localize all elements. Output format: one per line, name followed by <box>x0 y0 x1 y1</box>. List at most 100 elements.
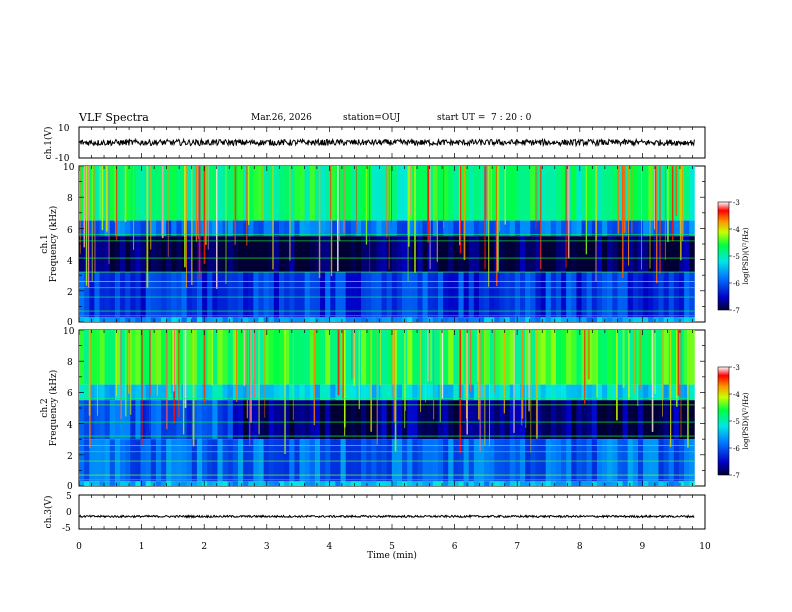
spectrogram-cell <box>596 400 603 440</box>
spectrogram-cell <box>386 317 393 322</box>
x-tick-label: 1 <box>139 542 145 552</box>
spectrogram-cell <box>658 166 664 221</box>
spectrogram-cell <box>273 384 280 401</box>
spectrogram-cell <box>525 384 531 401</box>
spectrogram-cell <box>448 220 454 237</box>
spectrogram-cell <box>314 384 321 401</box>
spectrogram-cell <box>320 439 326 482</box>
spectrogram-cell <box>350 439 357 482</box>
spectrogram-cell <box>494 439 500 482</box>
spectrogram-cell <box>432 317 439 322</box>
spectrogram-cell <box>473 166 480 221</box>
spectrogram-cell <box>237 166 244 221</box>
spectrogram-cell <box>355 317 362 322</box>
spectrogram-cell <box>273 220 280 237</box>
spectrogram-cell <box>181 439 188 482</box>
spectrogram-cell <box>550 317 557 322</box>
spectrogram-cell <box>509 220 516 237</box>
spectrogram-cell <box>289 236 295 273</box>
spectrogram-cell <box>325 481 331 486</box>
spectrogram-cell <box>227 220 234 237</box>
colorbar-ch1 <box>717 201 730 311</box>
spectrogram-cell <box>622 384 629 401</box>
x-tick-label: 0 <box>76 542 82 552</box>
spectrogram-cell <box>320 272 326 318</box>
spectrogram-cell <box>350 166 357 221</box>
spectrogram-cell <box>166 400 172 440</box>
spectrogram-cell <box>632 220 639 237</box>
spectrogram-cell <box>381 166 388 221</box>
spectrogram-cell <box>294 272 300 318</box>
spectrogram-cell <box>114 317 121 322</box>
spectrogram-cell <box>448 400 454 440</box>
spectrogram-cell <box>637 481 644 486</box>
spectrogram-cell <box>217 439 223 482</box>
spectrogram-cell <box>684 236 690 273</box>
spectrogram-cell <box>391 220 398 237</box>
spectrogram-cell <box>243 236 249 273</box>
spectrogram-cell <box>632 272 639 318</box>
spectrogram-cell <box>309 400 316 440</box>
spectrogram-cell <box>663 166 670 221</box>
spectrogram-cell <box>104 384 111 401</box>
ch1-wave-ylabel: ch.1(V) <box>43 127 54 160</box>
spectrogram-cell <box>571 317 577 322</box>
spectrogram-cell <box>376 166 382 221</box>
spectrogram-cell <box>366 330 372 385</box>
spectrogram-cell <box>627 272 634 318</box>
spectrogram-cell <box>196 384 203 401</box>
spectrogram-cell <box>232 317 239 322</box>
spectrogram-cell <box>643 330 649 385</box>
spectrogram-cell <box>186 481 193 486</box>
spectrogram-cell <box>371 166 377 221</box>
spectrogram-cell <box>227 330 234 385</box>
spectrogram-cell <box>135 236 141 273</box>
spectrogram-cell <box>555 384 562 401</box>
spectrogram-cell <box>678 384 685 401</box>
spectrogram-cell <box>525 317 531 322</box>
spectrogram-cell <box>586 272 593 318</box>
spectrogram-cell <box>325 220 331 237</box>
spectrogram-cell <box>268 166 275 221</box>
spectrogram-cell <box>607 481 613 486</box>
spectrogram-cell <box>499 220 506 237</box>
spectrogram-cell <box>453 439 459 482</box>
spectrogram-cell <box>617 384 623 401</box>
spectrogram-cell <box>453 236 459 273</box>
spectrogram-cell <box>258 384 265 401</box>
spectrogram-cell <box>217 166 223 221</box>
spectrogram-cell <box>299 330 306 385</box>
spectrogram-cell <box>684 330 690 385</box>
spectrogram-cell <box>161 220 167 237</box>
spectrogram-cell <box>299 439 306 482</box>
spectrogram-cell <box>207 439 213 482</box>
spectrogram-cell <box>586 220 593 237</box>
spectrogram-cell <box>381 330 388 385</box>
spectrogram-cell <box>99 317 106 322</box>
spectrogram-cell <box>607 166 613 221</box>
spectrogram-cell <box>135 384 141 401</box>
spectrogram-cell <box>166 317 172 322</box>
spectrogram-cell <box>407 220 413 237</box>
spectrogram-cell <box>361 166 367 221</box>
spectrogram-cell <box>514 317 521 322</box>
spectrogram-cell <box>576 220 582 237</box>
spectrogram-cell <box>268 400 275 440</box>
spectrogram-cell <box>396 330 403 385</box>
spectrogram-cell <box>637 220 644 237</box>
spectrogram-cell <box>684 317 690 322</box>
spectrogram-cell <box>607 439 613 482</box>
spectrogram-cell <box>243 481 249 486</box>
spectrogram-cell <box>125 384 131 401</box>
spectrogram-cell <box>284 220 290 237</box>
spectrogram-cell <box>545 330 552 385</box>
spectrogram-cell <box>243 272 249 318</box>
spectrogram-cell <box>561 272 567 318</box>
spectrogram-cell <box>643 481 649 486</box>
spectrogram-cell <box>386 439 393 482</box>
spectrogram-cell <box>150 220 157 237</box>
spectrogram-cell <box>689 236 695 273</box>
spectrogram-cell <box>422 481 429 486</box>
spectrogram-cell <box>309 439 316 482</box>
spectrogram-cell <box>571 236 577 273</box>
